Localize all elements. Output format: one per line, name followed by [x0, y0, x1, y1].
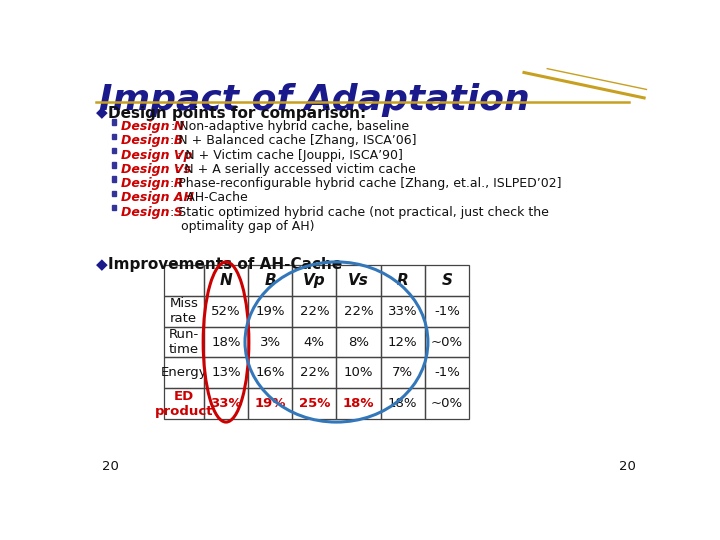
- Bar: [204, 265, 248, 296]
- Text: 22%: 22%: [300, 305, 329, 318]
- Text: Design AH: Design AH: [121, 192, 194, 205]
- Text: R: R: [397, 273, 408, 288]
- Bar: [163, 265, 204, 296]
- Bar: [112, 119, 116, 125]
- Text: : N + Victim cache [Jouppi, ISCA’90]: : N + Victim cache [Jouppi, ISCA’90]: [177, 148, 403, 162]
- Bar: [112, 148, 116, 153]
- Text: 25%: 25%: [299, 397, 330, 410]
- Bar: [292, 296, 336, 327]
- Text: Design Vp: Design Vp: [121, 148, 192, 162]
- Bar: [112, 177, 116, 182]
- Text: -1%: -1%: [434, 305, 460, 318]
- Bar: [425, 265, 469, 296]
- Text: 22%: 22%: [300, 366, 329, 379]
- Text: 22%: 22%: [343, 305, 374, 318]
- Bar: [248, 327, 292, 357]
- Text: 12%: 12%: [388, 335, 418, 348]
- Bar: [163, 327, 204, 357]
- Text: : Phase-reconfigurable hybrid cache [Zhang, et.al., ISLPED’02]: : Phase-reconfigurable hybrid cache [Zha…: [170, 177, 562, 190]
- Text: : N + A serially accessed victim cache: : N + A serially accessed victim cache: [176, 163, 415, 176]
- Text: Design R: Design R: [121, 177, 184, 190]
- Text: 18%: 18%: [343, 397, 374, 410]
- Bar: [425, 296, 469, 327]
- Text: Design N: Design N: [121, 120, 184, 133]
- Text: Design points for comparison:: Design points for comparison:: [108, 106, 366, 120]
- Text: Design S: Design S: [121, 206, 183, 219]
- Text: Energy: Energy: [161, 366, 207, 379]
- Bar: [381, 388, 425, 419]
- Bar: [112, 162, 116, 167]
- Bar: [336, 388, 381, 419]
- Text: 52%: 52%: [211, 305, 240, 318]
- Bar: [248, 265, 292, 296]
- Bar: [248, 357, 292, 388]
- Text: 8%: 8%: [348, 335, 369, 348]
- Bar: [248, 296, 292, 327]
- Text: ◆: ◆: [96, 257, 108, 272]
- Text: 20: 20: [102, 460, 119, 473]
- Text: Design Vs: Design Vs: [121, 163, 191, 176]
- Bar: [381, 357, 425, 388]
- Text: N: N: [220, 273, 233, 288]
- Bar: [292, 265, 336, 296]
- Bar: [425, 388, 469, 419]
- Bar: [204, 296, 248, 327]
- Bar: [425, 327, 469, 357]
- Bar: [425, 357, 469, 388]
- Text: optimality gap of AH): optimality gap of AH): [121, 220, 315, 233]
- Text: 18%: 18%: [388, 397, 418, 410]
- Bar: [336, 265, 381, 296]
- Text: Design B: Design B: [121, 134, 184, 147]
- Text: Impact of Adaptation: Impact of Adaptation: [99, 83, 530, 117]
- Bar: [292, 327, 336, 357]
- Text: : Non-adaptive hybrid cache, baseline: : Non-adaptive hybrid cache, baseline: [171, 120, 409, 133]
- Text: 33%: 33%: [388, 305, 418, 318]
- Bar: [112, 134, 116, 139]
- Text: 3%: 3%: [260, 335, 281, 348]
- Bar: [204, 388, 248, 419]
- Bar: [204, 357, 248, 388]
- Bar: [163, 296, 204, 327]
- Text: 10%: 10%: [343, 366, 373, 379]
- Text: 16%: 16%: [256, 366, 285, 379]
- Text: -1%: -1%: [434, 366, 460, 379]
- Text: Run-
time: Run- time: [168, 328, 199, 356]
- Bar: [381, 296, 425, 327]
- Bar: [163, 357, 204, 388]
- Bar: [112, 205, 116, 211]
- Text: ~0%: ~0%: [431, 397, 463, 410]
- Text: 13%: 13%: [211, 366, 240, 379]
- Bar: [204, 327, 248, 357]
- Bar: [336, 327, 381, 357]
- Text: ED
product: ED product: [155, 389, 213, 417]
- Text: 18%: 18%: [211, 335, 240, 348]
- Text: : AH-Cache: : AH-Cache: [179, 192, 248, 205]
- Bar: [292, 388, 336, 419]
- Text: Improvements of AH-Cache: Improvements of AH-Cache: [108, 257, 342, 272]
- Bar: [292, 357, 336, 388]
- Bar: [248, 388, 292, 419]
- Text: S: S: [441, 273, 452, 288]
- Text: : Static optimized hybrid cache (not practical, just check the: : Static optimized hybrid cache (not pra…: [170, 206, 549, 219]
- Text: 7%: 7%: [392, 366, 413, 379]
- Bar: [336, 296, 381, 327]
- Text: 33%: 33%: [210, 397, 242, 410]
- Bar: [112, 191, 116, 196]
- Bar: [336, 357, 381, 388]
- Text: ~0%: ~0%: [431, 335, 463, 348]
- Text: 19%: 19%: [254, 397, 286, 410]
- Text: B: B: [264, 273, 276, 288]
- Text: Vs: Vs: [348, 273, 369, 288]
- Text: 19%: 19%: [256, 305, 285, 318]
- Bar: [381, 265, 425, 296]
- Text: : N + Balanced cache [Zhang, ISCA’06]: : N + Balanced cache [Zhang, ISCA’06]: [170, 134, 417, 147]
- Bar: [381, 327, 425, 357]
- Text: ◆: ◆: [96, 106, 108, 120]
- Bar: [163, 388, 204, 419]
- Text: Miss
rate: Miss rate: [169, 297, 198, 325]
- Text: Vp: Vp: [303, 273, 325, 288]
- Text: 20: 20: [619, 460, 636, 473]
- Text: 4%: 4%: [304, 335, 325, 348]
